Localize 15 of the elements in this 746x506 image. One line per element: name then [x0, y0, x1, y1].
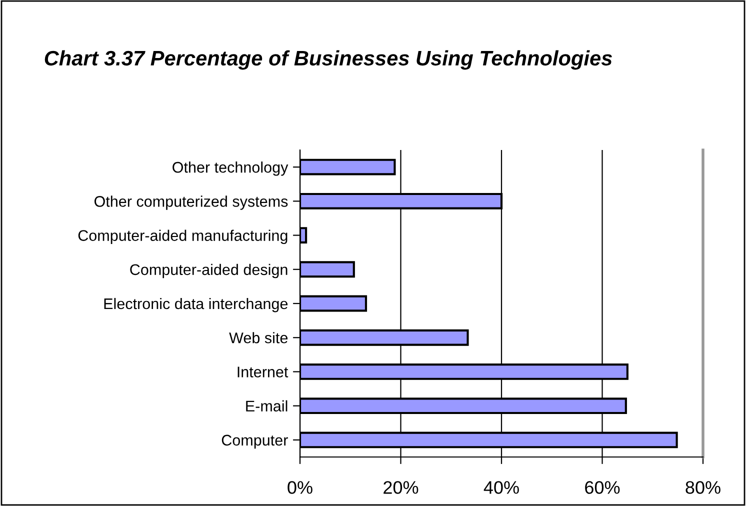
x-tick-label: 0%	[288, 481, 312, 494]
y-tick-label: Internet	[238, 366, 288, 378]
y-tick-label: Computer-aided design	[130, 264, 288, 278]
x-tick-label: 40%	[484, 481, 519, 494]
x-tick-label: 80%	[686, 481, 720, 494]
y-tick-label: Computer-aided manufacturing	[78, 230, 288, 244]
y-tick-label: Computer	[222, 434, 288, 449]
y-tick-label: Other computerized systems	[94, 196, 288, 210]
y-tick-label: Other technology	[172, 162, 288, 176]
y-tick-label: Web site	[229, 332, 288, 344]
chart-title: Chart 3.37 Percentage of Businesses Using Technologies	[44, 50, 612, 70]
x-tick-label: 20%	[384, 481, 418, 494]
y-tick-label: Electronic data interchange	[104, 298, 288, 312]
y-tick-label: E-mail	[246, 400, 288, 412]
x-tick-label: 60%	[585, 481, 620, 494]
